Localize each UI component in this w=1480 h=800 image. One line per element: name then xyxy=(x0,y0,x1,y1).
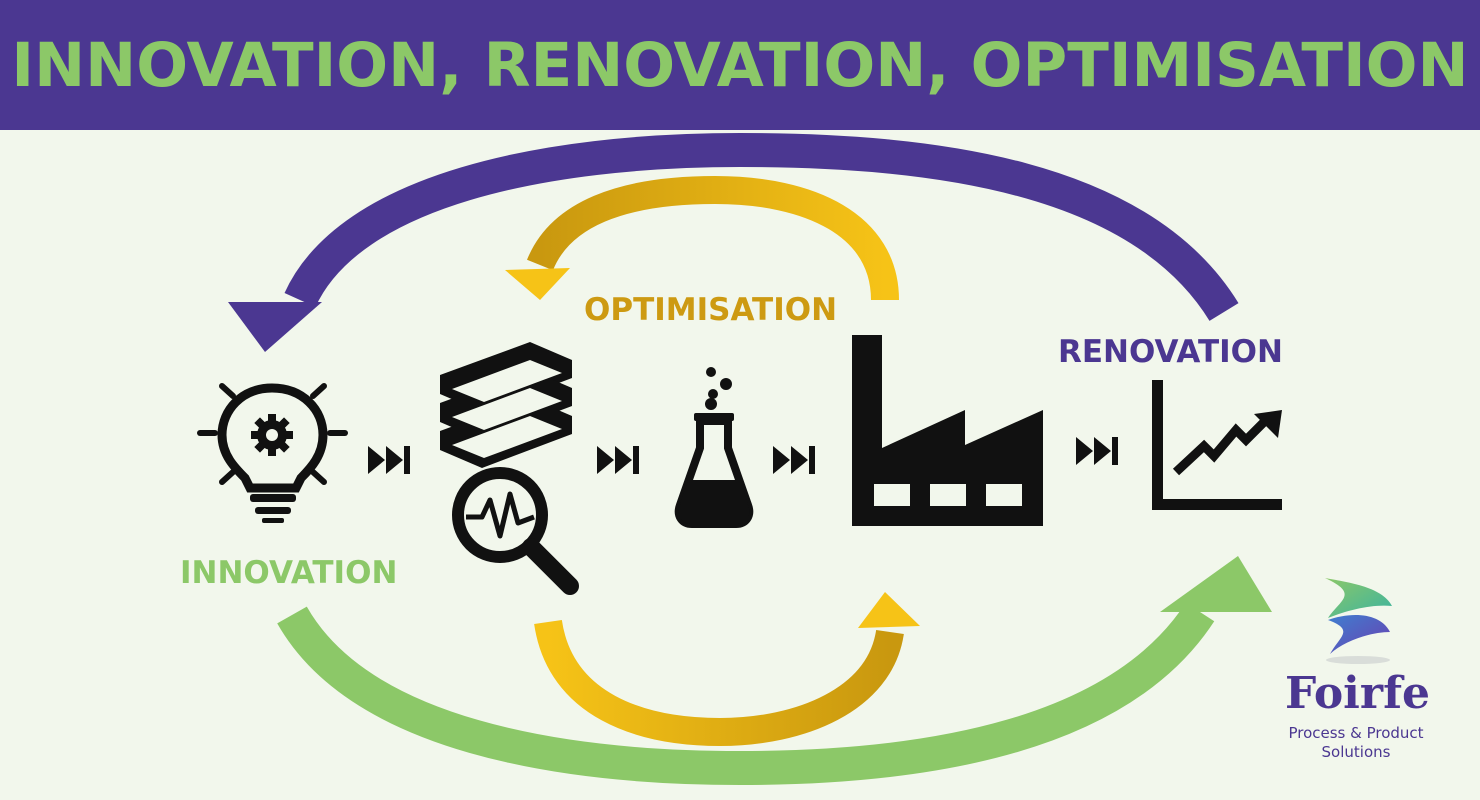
factory-icon xyxy=(852,335,1043,526)
fast-forward-icon xyxy=(597,446,639,474)
fast-forward-icon xyxy=(368,446,410,474)
growth-chart-icon xyxy=(1152,380,1282,510)
logo-name: Foirfe xyxy=(1285,668,1430,719)
foirfe-logo-mark xyxy=(1325,578,1392,664)
page-title: INNOVATION, RENOVATION, OPTIMISATION xyxy=(11,29,1469,101)
innovation-label: INNOVATION xyxy=(180,555,398,591)
optimisation-loop-arrow-top xyxy=(505,175,899,301)
books-magnifier-icon xyxy=(440,342,579,595)
optimisation-label: OPTIMISATION xyxy=(584,292,838,328)
lightbulb-gear-icon xyxy=(197,383,348,523)
optimisation-loop-arrow-bottom xyxy=(534,592,920,747)
logo-tagline: Process & Product Solutions xyxy=(1262,724,1450,762)
renovation-label: RENOVATION xyxy=(1058,334,1283,370)
logo-tagline-line2: Solutions xyxy=(1321,743,1391,761)
renovation-loop-arrow xyxy=(228,132,1239,352)
fast-forward-icon xyxy=(773,446,815,474)
innovation-loop-arrow xyxy=(277,556,1272,786)
title-banner: INNOVATION, RENOVATION, OPTIMISATION xyxy=(0,0,1480,130)
flask-icon xyxy=(674,367,754,528)
fast-forward-icon xyxy=(1076,437,1118,465)
logo-tagline-line1: Process & Product xyxy=(1288,724,1424,742)
